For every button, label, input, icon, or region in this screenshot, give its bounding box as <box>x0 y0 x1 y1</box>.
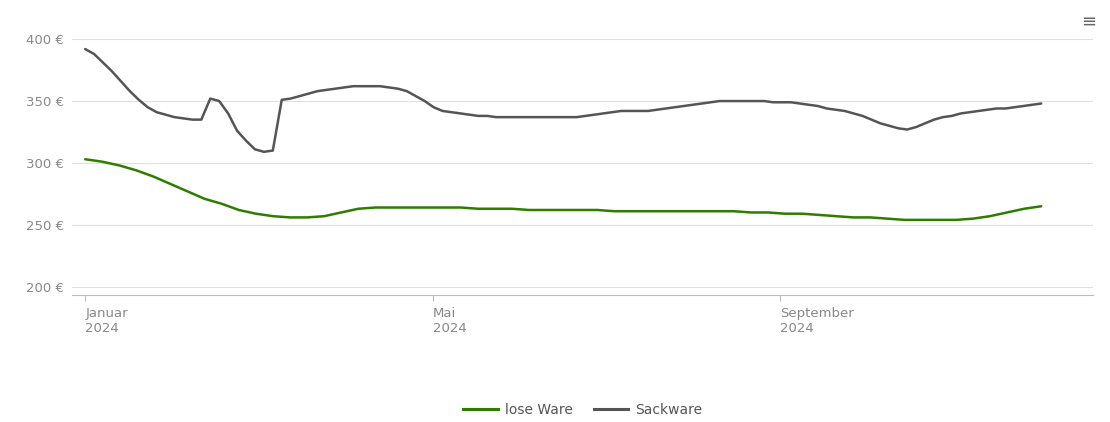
Legend: lose Ware, Sackware: lose Ware, Sackware <box>457 397 708 422</box>
Text: ≡: ≡ <box>1081 13 1097 31</box>
